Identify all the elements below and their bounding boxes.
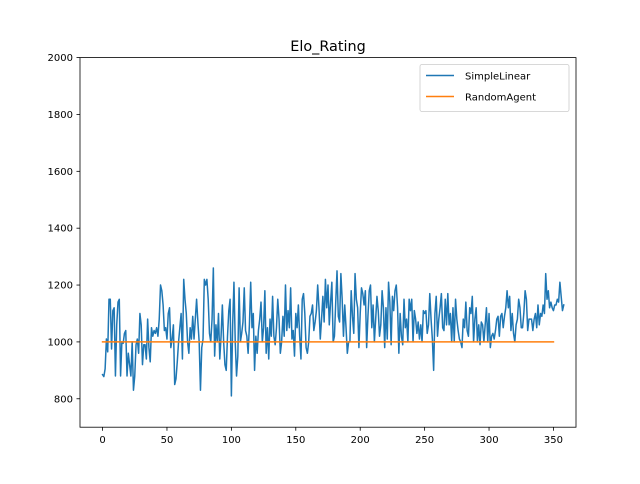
y-tick-label: 800 [54,394,73,405]
x-tick-label: 350 [544,435,563,446]
y-tick-label: 1800 [48,110,73,121]
chart-legend: SimpleLinear RandomAgent [419,64,570,112]
y-tick-label: 2000 [48,53,73,64]
x-tick-label: 300 [479,435,498,446]
x-tick-label: 200 [351,435,370,446]
x-tick-label: 100 [222,435,241,446]
y-tick-label: 1600 [48,167,73,178]
x-tick-label: 50 [161,435,174,446]
y-tick-label: 1000 [48,337,73,348]
x-tick-label: 150 [286,435,305,446]
y-tick-label: 1400 [48,224,73,235]
legend-label-randomagent: RandomAgent [465,93,536,104]
legend-label-simplelinear: SimpleLinear [465,72,531,83]
legend-box [419,64,570,112]
x-tick-label: 250 [415,435,434,446]
x-tick-label: 0 [99,435,105,446]
y-tick-label: 1200 [48,281,73,292]
chart-title: Elo_Rating [290,39,366,55]
axes-frame [79,57,577,428]
